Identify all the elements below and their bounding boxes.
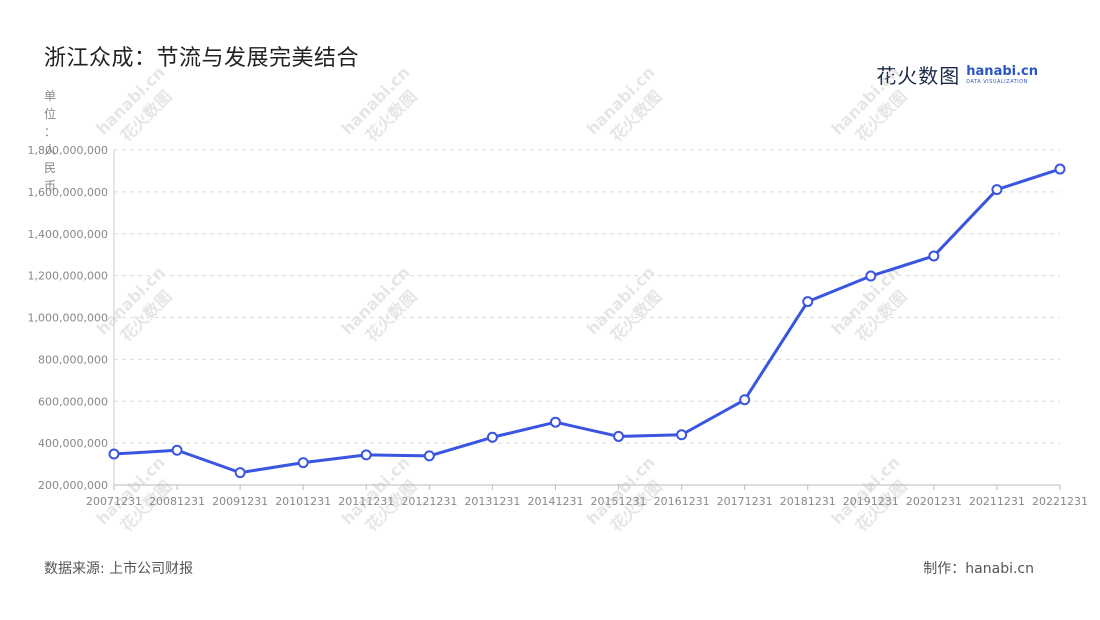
series-layer (108, 163, 1066, 479)
data-source: 数据来源: 上市公司财报 (44, 561, 194, 577)
grid-lines (114, 149, 1060, 444)
x-tick-label: 20121231 (401, 495, 457, 508)
x-tick-label: 20161231 (654, 495, 710, 508)
y-tick-label: 200,000,000 (38, 479, 108, 492)
brand-logo: 花火数图 hanabi.cn DATA VISUALIZATION (876, 60, 1038, 89)
x-tick-label: 20211231 (969, 495, 1025, 508)
series-line (113, 167, 1061, 475)
y-tick-label: 400,000,000 (38, 437, 108, 450)
y-axis-label-char: 人 (44, 143, 56, 157)
y-tick-label: 1,000,000,000 (28, 312, 108, 325)
logo-right: hanabi.cn DATA VISUALIZATION (966, 65, 1038, 85)
maker-credit: 制作：hanabi.cn (923, 561, 1034, 577)
y-axis-label-char: ： (44, 125, 56, 139)
chart-title: 浙江众成：节流与发展完美结合 (44, 46, 360, 71)
x-tick-label: 20191231 (843, 495, 899, 508)
y-tick-label: 1,200,000,000 (28, 270, 108, 283)
x-tick-label: 20171231 (717, 495, 773, 508)
y-axis-label-char: 单 (44, 89, 56, 103)
y-tick-label: 1,600,000,000 (28, 186, 108, 199)
y-tick-label: 1,800,000,000 (28, 144, 108, 157)
data-point (739, 394, 751, 406)
data-point (802, 296, 814, 308)
y-tick-label: 600,000,000 (38, 395, 108, 408)
y-axis-label-char: 位 (44, 106, 56, 121)
data-point (549, 416, 561, 428)
data-point (991, 184, 1003, 196)
x-tick-label: 20111231 (338, 495, 394, 508)
y-axis-label-char: 币 (44, 179, 56, 193)
data-point (297, 457, 309, 469)
axes: 200,000,000 400,000,000 600,000,000 800,000… (28, 144, 1088, 508)
data-point (1054, 163, 1066, 175)
data-point (171, 444, 183, 456)
data-point (928, 250, 940, 262)
data-point (423, 450, 435, 462)
logo-en-text: hanabi.cn (966, 63, 1038, 79)
x-tick-label: 20181231 (780, 495, 836, 508)
x-tick-label: 20071231 (86, 495, 142, 508)
data-point (676, 429, 688, 441)
x-tick-label: 20201231 (906, 495, 962, 508)
x-tick-label: 20131231 (464, 495, 520, 508)
x-tick-label: 20081231 (149, 495, 205, 508)
y-tick-label: 800,000,000 (38, 353, 108, 366)
x-tick-label: 20141231 (527, 495, 583, 508)
data-point (234, 467, 246, 479)
data-point (360, 449, 372, 461)
logo-sub-text: DATA VISUALIZATION (966, 78, 1028, 85)
y-axis-label: 单位 ： 人民币 (44, 89, 56, 193)
y-axis-label-char: 民 (44, 161, 56, 175)
data-point (613, 430, 625, 442)
data-point (108, 448, 120, 460)
data-point (865, 270, 877, 282)
x-tick-label: 20221231 (1032, 495, 1088, 508)
y-tick-label: 1,400,000,000 (28, 228, 108, 241)
x-tick-label: 20101231 (275, 495, 331, 508)
data-point (486, 431, 498, 443)
x-tick-label: 20091231 (212, 495, 268, 508)
logo-cn-text: 花火数图 (876, 64, 961, 88)
x-tick-label: 20151231 (591, 495, 647, 508)
